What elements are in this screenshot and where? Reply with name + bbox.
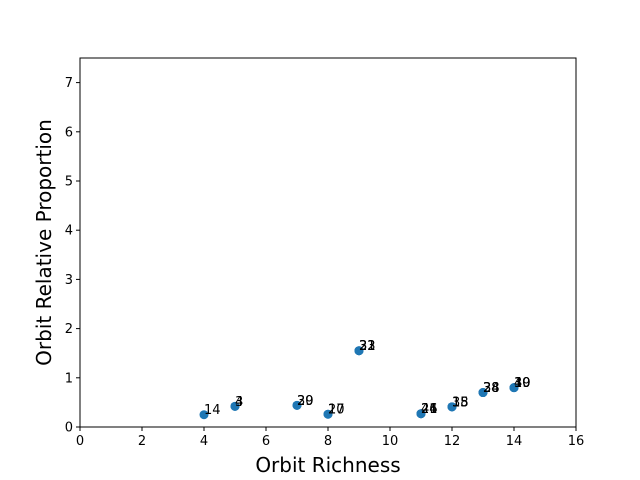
point-label: 3 [235,395,243,410]
data-marks [199,346,519,420]
point-label: 38 [483,381,500,396]
scatter-point [292,400,302,410]
point-label: 23 [359,339,376,354]
scatter-point [354,346,364,356]
point-label: 4 [235,395,243,410]
point-label: 14 [204,403,221,418]
x-tick-label: 12 [444,434,461,449]
point-label: 30 [297,394,314,409]
scatter-point [199,410,209,420]
scatter-point [416,409,426,419]
y-tick-label: 6 [65,125,73,140]
point-label: 41 [421,402,438,417]
x-tick-label: 16 [568,434,585,449]
point-label: 10 [514,376,531,391]
point-label: 24 [421,402,438,417]
scatter-point [323,409,333,419]
point-label: 35 [452,395,469,410]
scatter-point [230,401,240,411]
x-tick-label: 4 [200,434,208,449]
x-tick-label: 8 [324,434,332,449]
point-label: 40 [514,376,531,391]
point-label: 31 [359,339,376,354]
y-axis-label: Orbit Relative Proportion [32,119,56,366]
point-label: 28 [483,381,500,396]
point-label: 34 [483,381,500,396]
x-tick-label: 0 [76,434,84,449]
x-axis-label: Orbit Richness [255,453,400,477]
scatter-point [478,388,488,398]
point-label: 20 [328,403,345,418]
plot-area [80,58,576,427]
y-tick-label: 4 [65,224,73,239]
y-tick-label: 7 [65,76,73,91]
y-tick-label: 2 [65,322,73,337]
point-label: 15 [452,395,469,410]
plot-frame [79,57,577,428]
point-label: 26 [421,402,438,417]
y-tick-label: 3 [65,273,73,288]
y-tick-label: 0 [65,421,73,436]
scatter-point [447,402,457,412]
point-label: 17 [328,403,345,418]
scatter-point [509,383,519,393]
x-tick-label: 14 [506,434,523,449]
point-label: 32 [359,339,376,354]
y-tick-label: 1 [65,371,73,386]
x-tick-label: 6 [262,434,270,449]
point-label: 39 [514,376,531,391]
x-tick-label: 2 [138,434,146,449]
y-tick-label: 5 [65,175,73,190]
x-tick-label: 10 [382,434,399,449]
point-label: 18 [452,395,469,410]
point-label: 29 [297,394,314,409]
